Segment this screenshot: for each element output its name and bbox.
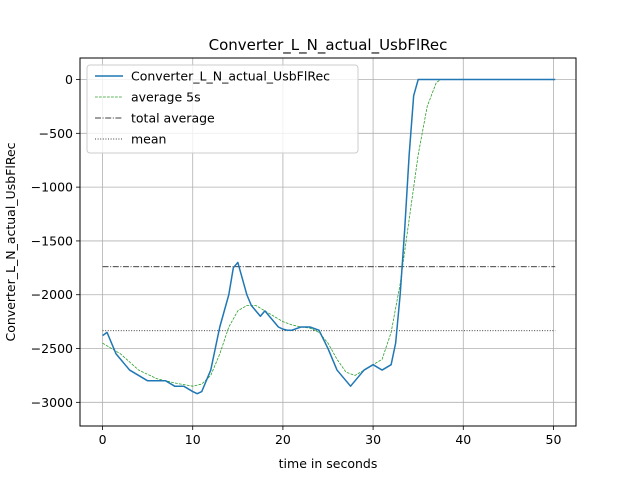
y-tick-label: −500 <box>39 126 73 141</box>
y-tick-label: −2000 <box>31 287 73 302</box>
legend-label-series: Converter_L_N_actual_UsbFlRec <box>131 69 330 84</box>
y-tick-label: −3000 <box>31 395 73 410</box>
x-tick-label: 0 <box>99 432 107 447</box>
legend-box <box>86 64 359 154</box>
series-line-0 <box>102 78 556 395</box>
x-axis-title: time in seconds <box>279 456 378 471</box>
x-tick-label: 20 <box>275 432 291 447</box>
series-line-1 <box>102 79 441 387</box>
x-tick-label: 30 <box>365 432 381 447</box>
y-tick-label: 0 <box>65 72 73 87</box>
y-axis-title: Converter_L_N_actual_UsbFlRec <box>3 142 18 341</box>
series-group <box>102 78 556 395</box>
legend: Converter_L_N_actual_UsbFlRec average 5s… <box>86 64 359 154</box>
x-tick-label: 50 <box>546 432 562 447</box>
x-tick-label: 10 <box>185 432 201 447</box>
axis-ticks: 0 10 20 30 40 50 −3000 −2500 −2000 −1500 −1000 −500… <box>31 72 562 447</box>
legend-label-total-average: total average <box>131 111 215 126</box>
chart-title: Converter_L_N_actual_UsbFlRec <box>209 36 448 55</box>
legend-label-mean: mean <box>131 132 166 147</box>
legend-label-average-5s: average 5s <box>131 90 201 105</box>
x-tick-label: 40 <box>455 432 471 447</box>
plot-frame <box>79 57 577 427</box>
y-tick-label: −1000 <box>31 180 73 195</box>
y-tick-label: −2500 <box>31 341 73 356</box>
y-tick-label: −1500 <box>31 233 73 248</box>
